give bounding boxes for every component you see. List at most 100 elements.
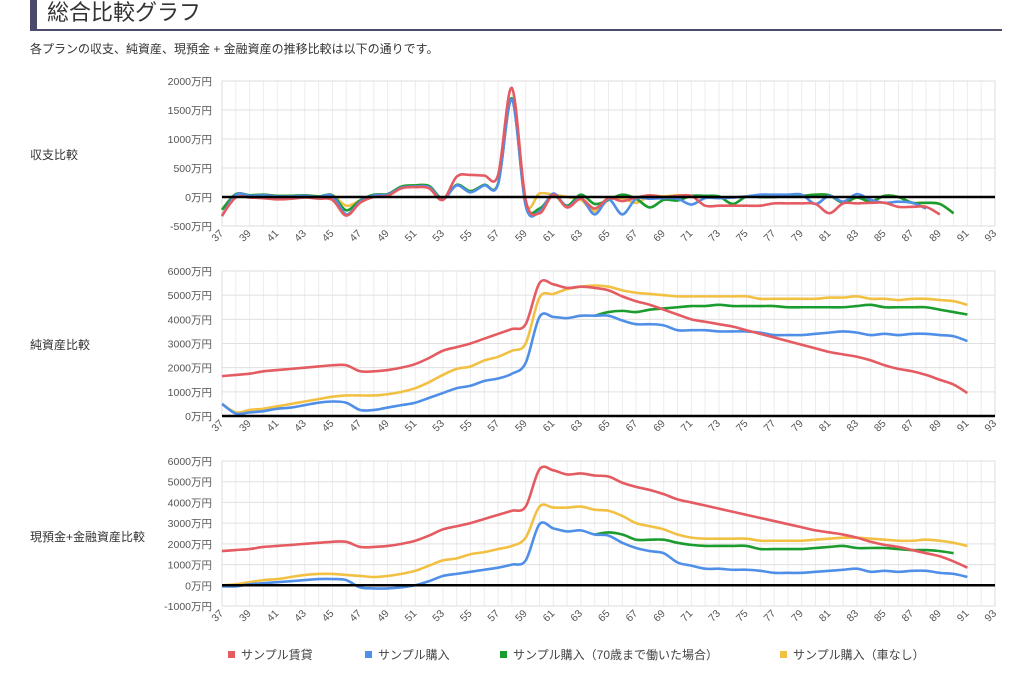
x-tick-label: 85 (872, 418, 889, 435)
legend-swatch-rental (228, 651, 235, 658)
x-tick-label: 61 (541, 228, 558, 245)
x-tick-label: 51 (403, 608, 420, 625)
x-tick-label: 57 (485, 418, 502, 435)
x-tick-label: 73 (706, 418, 723, 435)
x-tick-label: 71 (679, 228, 696, 245)
y-tick-label: -500万円 (170, 221, 212, 233)
x-tick-label: 79 (789, 418, 806, 435)
legend-label-purchase: サンプル購入 (378, 648, 450, 662)
page-title-bar: 総合比較グラフ (30, 0, 1002, 31)
legend-label-purchase-work70: サンプル購入（70歳まで働いた場合） (513, 648, 718, 662)
x-tick-label: 63 (568, 228, 585, 245)
x-tick-label: 57 (485, 608, 502, 625)
y-tick-label: 3000万円 (168, 518, 212, 530)
legend-label-rental: サンプル賃貸 (241, 648, 313, 662)
x-tick-label: 79 (789, 228, 806, 245)
x-tick-label: 85 (872, 608, 889, 625)
y-tick-label: 2000万円 (168, 76, 212, 88)
x-tick-label: 43 (292, 418, 309, 435)
x-tick-label: 91 (955, 608, 972, 625)
plot-frame (221, 460, 996, 607)
x-tick-label: 67 (623, 608, 640, 625)
page-title: 総合比較グラフ (47, 0, 202, 25)
x-tick-label: 59 (513, 418, 530, 435)
x-tick-label: 71 (679, 608, 696, 625)
legend-label-purchase-nocar: サンプル購入（車なし） (793, 648, 925, 662)
x-tick-label: 75 (734, 228, 751, 245)
page-subtitle: 各プランの収支、純資産、現預金 + 金融資産の推移比較は以下の通りです。 (30, 42, 439, 56)
x-tick-label: 79 (789, 608, 806, 625)
x-tick-label: 87 (900, 228, 917, 245)
x-tick-label: 39 (237, 418, 254, 435)
x-tick-label: 83 (844, 228, 861, 245)
x-tick-label: 47 (347, 418, 364, 435)
legend-swatch-purchase-work70 (500, 651, 507, 658)
x-tick-label: 61 (541, 608, 558, 625)
x-tick-label: 93 (982, 418, 999, 435)
x-tick-label: 67 (623, 418, 640, 435)
chart-label-cash-financial: 現預金+金融資産比較 (30, 530, 146, 544)
x-tick-label: 49 (375, 608, 392, 625)
x-tick-label: 69 (651, 418, 668, 435)
x-tick-label: 67 (623, 228, 640, 245)
legend-item-purchase-work70[interactable]: サンプル購入（70歳まで働いた場合） (500, 646, 718, 663)
x-tick-label: 69 (651, 608, 668, 625)
x-tick-label: 39 (237, 228, 254, 245)
series-line (594, 531, 954, 555)
x-tick-label: 59 (513, 608, 530, 625)
x-tick-label: 65 (596, 608, 613, 625)
series-line (221, 503, 968, 587)
x-tick-label: 81 (817, 228, 834, 245)
series-line (220, 86, 941, 217)
x-tick-label: 77 (762, 228, 779, 245)
x-tick-label: 51 (403, 228, 420, 245)
x-tick-label: 65 (596, 418, 613, 435)
x-tick-label: 41 (265, 418, 282, 435)
x-tick-label: 49 (375, 228, 392, 245)
series-line (221, 465, 968, 569)
x-tick-label: 45 (320, 608, 337, 625)
x-tick-label: 91 (955, 228, 972, 245)
chart-label-net-assets: 純資産比較 (30, 338, 91, 352)
x-tick-label: 43 (292, 228, 309, 245)
x-tick-label: 49 (375, 418, 392, 435)
legend-item-purchase-nocar[interactable]: サンプル購入（車なし） (780, 646, 925, 663)
series-line (594, 303, 968, 317)
y-tick-label: 4000万円 (168, 497, 212, 509)
legend-item-purchase[interactable]: サンプル購入 (365, 646, 450, 663)
x-tick-label: 71 (679, 418, 696, 435)
x-tick-label: 57 (485, 228, 502, 245)
series-line (221, 312, 968, 416)
plot-frame (221, 80, 996, 227)
y-tick-label: 6000万円 (168, 456, 212, 468)
x-tick-label: 87 (900, 418, 917, 435)
legend-item-rental[interactable]: サンプル賃貸 (228, 646, 313, 663)
y-tick-label: 500万円 (173, 163, 212, 175)
y-tick-label: -1000万円 (164, 601, 212, 613)
x-tick-label: 61 (541, 418, 558, 435)
y-tick-label: 1000万円 (168, 134, 212, 146)
x-tick-label: 69 (651, 228, 668, 245)
y-tick-label: 1000万円 (168, 560, 212, 572)
y-tick-label: 0万円 (185, 192, 212, 204)
legend-swatch-purchase-nocar (780, 651, 787, 658)
x-tick-label: 81 (817, 418, 834, 435)
x-tick-label: 45 (320, 418, 337, 435)
y-tick-label: 4000万円 (168, 314, 212, 326)
y-tick-label: 3000万円 (168, 339, 212, 351)
x-tick-label: 87 (900, 608, 917, 625)
x-tick-label: 53 (430, 608, 447, 625)
series-line (221, 521, 968, 590)
y-tick-label: 5000万円 (168, 477, 212, 489)
y-tick-label: 5000万円 (168, 290, 212, 302)
x-tick-label: 63 (568, 608, 585, 625)
y-tick-label: 0万円 (185, 580, 212, 592)
x-tick-label: 47 (347, 608, 364, 625)
x-tick-label: 41 (265, 608, 282, 625)
x-tick-label: 89 (927, 228, 944, 245)
x-tick-label: 85 (872, 228, 889, 245)
x-tick-label: 51 (403, 418, 420, 435)
x-tick-label: 39 (237, 608, 254, 625)
